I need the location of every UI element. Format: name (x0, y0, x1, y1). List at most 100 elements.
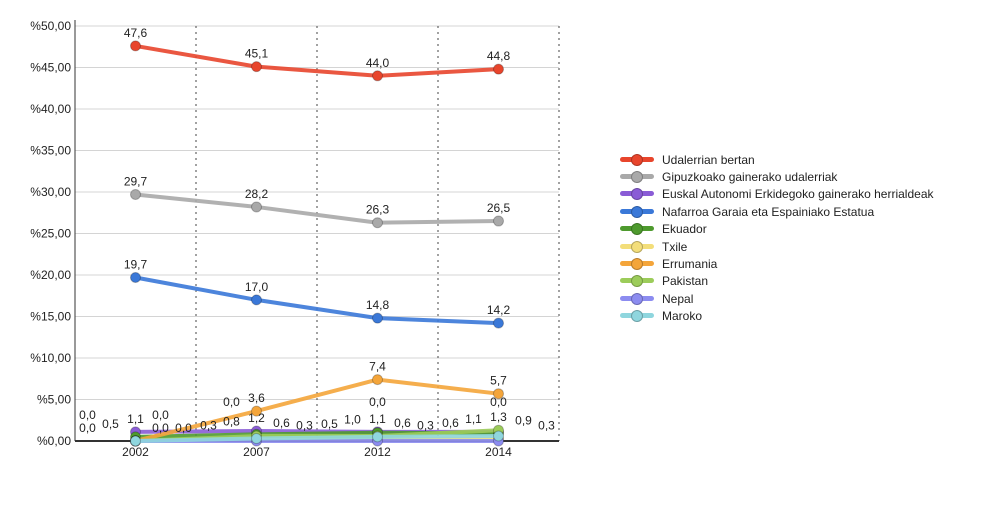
data-label: 1,0 (344, 413, 361, 427)
legend-swatch-icon (620, 240, 654, 253)
legend-item[interactable]: Udalerrian bertan (620, 151, 934, 168)
data-point (493, 430, 504, 442)
data-label: 1,3 (490, 410, 507, 424)
y-tick-label: %15,00 (30, 310, 71, 324)
data-label: 17,0 (245, 280, 269, 294)
series-1 (130, 188, 504, 229)
x-tick-label: 2002 (122, 445, 149, 459)
legend-item[interactable]: Maroko (620, 308, 934, 325)
x-tick-label: 2012 (364, 445, 391, 459)
legend-marker-icon (631, 205, 643, 218)
legend-swatch-icon (620, 188, 654, 201)
series-line (135, 275, 499, 326)
data-point (130, 271, 141, 283)
series-0 (130, 40, 504, 82)
data-label: 45,1 (245, 47, 269, 61)
data-label: 0,3 (538, 419, 555, 433)
data-label: 0,0 (79, 421, 96, 435)
data-point (251, 405, 262, 417)
legend-label: Nafarroa Garaia eta Espainiako Estatua (662, 204, 875, 219)
data-label: 14,2 (487, 303, 511, 317)
series-line (135, 43, 499, 78)
data-point (493, 388, 504, 400)
y-tick-label: %10,00 (30, 351, 71, 365)
legend-label: Nepal (662, 291, 694, 306)
legend-marker-icon (631, 171, 643, 184)
data-label: 1,1 (127, 412, 144, 426)
data-label: 26,3 (366, 203, 390, 217)
data-label: 0,6 (273, 416, 290, 430)
data-point (493, 63, 504, 75)
legend-label: Pakistan (662, 274, 709, 289)
y-tick-label: %30,00 (30, 185, 71, 199)
legend-label: Txile (662, 239, 688, 254)
series-9 (130, 430, 504, 447)
y-tick-label: %40,00 (30, 102, 71, 116)
legend-item[interactable]: Euskal Autonomi Erkidegoko gainerako her… (620, 186, 934, 203)
y-tick-label: %50,00 (30, 19, 71, 33)
data-point (130, 40, 141, 52)
legend-item[interactable]: Gipuzkoako gainerako udalerriak (620, 168, 934, 185)
series-line (135, 434, 499, 443)
legend-item[interactable]: Pakistan (620, 273, 934, 290)
data-point (372, 217, 383, 229)
data-label: 47,6 (124, 26, 148, 40)
y-tick-label: %35,00 (30, 144, 71, 158)
data-point (251, 433, 262, 445)
data-label: 0,9 (515, 414, 532, 428)
data-point (493, 215, 504, 227)
legend-item[interactable]: Nepal (620, 290, 934, 307)
data-point (372, 312, 383, 324)
data-labels: 47,6 45,1 44,8 44,0 29,7 28,2 26,5 26,3 19,7 17,0… (79, 26, 555, 435)
data-label: 0,3 (200, 419, 217, 433)
legend-item[interactable]: Nafarroa Garaia eta Espainiako Estatua (620, 203, 934, 220)
x-tick-label: 2007 (243, 445, 270, 459)
data-label: 28,2 (245, 187, 269, 201)
data-point (493, 317, 504, 329)
data-point (372, 431, 383, 443)
data-label: 44,8 (487, 49, 511, 63)
data-label: 3,6 (248, 391, 265, 405)
series-line (135, 192, 499, 225)
legend: Udalerrian bertan Gipuzkoako gainerako ud… (620, 151, 934, 325)
x-tick-label: 2014 (485, 445, 512, 459)
legend-label: Udalerrian bertan (662, 152, 755, 167)
data-label: 0,8 (223, 414, 240, 428)
data-label: 26,5 (487, 201, 511, 215)
legend-marker-icon (631, 292, 643, 305)
data-label: 0,0 (490, 395, 507, 409)
legend-marker-icon (631, 153, 643, 166)
data-label: 0,6 (394, 416, 411, 430)
legend-item[interactable]: Txile (620, 238, 934, 255)
legend-swatch-icon (620, 258, 654, 271)
legend-item[interactable]: Errumania (620, 255, 934, 272)
legend-label: Euskal Autonomi Erkidegoko gainerako her… (662, 187, 934, 202)
legend-marker-icon (631, 223, 643, 236)
legend-swatch-icon (620, 205, 654, 218)
data-label: 0,3 (296, 419, 313, 433)
legend-swatch-icon (620, 310, 654, 323)
legend-marker-icon (631, 258, 643, 271)
data-label: 0,3 (417, 419, 434, 433)
legend-label: Errumania (662, 257, 718, 272)
data-label: 1,1 (465, 412, 482, 426)
legend-item[interactable]: Ekuador (620, 221, 934, 238)
data-label: 0,0 (79, 408, 96, 422)
legend-swatch-icon (620, 223, 654, 236)
legend-marker-icon (631, 275, 643, 288)
series-3 (130, 271, 504, 329)
data-label: 0,0 (175, 421, 192, 435)
data-label: 0,5 (102, 417, 119, 431)
data-label: 7,4 (369, 360, 386, 374)
legend-marker-icon (631, 240, 643, 253)
data-label: 1,1 (369, 412, 386, 426)
data-label: 0,5 (321, 417, 338, 431)
data-point (130, 188, 141, 200)
legend-label: Maroko (662, 309, 703, 324)
data-point (372, 374, 383, 386)
series-line (135, 377, 499, 443)
data-label: 19,7 (124, 257, 148, 271)
data-point (251, 61, 262, 73)
